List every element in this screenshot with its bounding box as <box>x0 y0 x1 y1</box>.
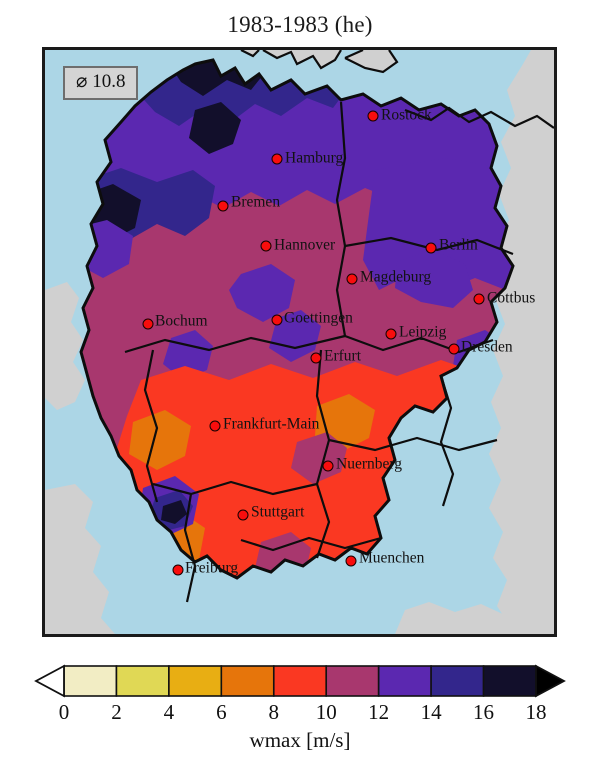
city-marker-goettingen <box>271 314 283 326</box>
colorbar-band-16-18 <box>482 665 537 697</box>
page-title: 1983-1983 (he) <box>227 12 373 37</box>
city-marker-bochum <box>142 318 154 330</box>
city-marker-nuernberg <box>322 460 334 472</box>
colorbar-tick-12: 12 <box>368 700 390 724</box>
colorbar-tick-4: 4 <box>163 700 175 724</box>
colorbar-band-4-6 <box>168 665 223 697</box>
city-label-bochum: Bochum <box>155 312 208 330</box>
neighbouring-land <box>45 50 554 634</box>
colorbar-tick-6: 6 <box>216 700 227 724</box>
city-label-erfurt: Erfurt <box>324 347 362 365</box>
colorbar-tick-14: 14 <box>420 700 442 724</box>
colorbar-band-8-10 <box>272 665 328 697</box>
colorbar-band-10-12 <box>325 665 380 697</box>
colorbar-under-arrow <box>34 664 65 698</box>
city-label-berlin: Berlin <box>439 236 478 254</box>
mean-value-badge: ⌀ 10.8 <box>63 66 139 100</box>
city-marker-rostock <box>367 110 379 122</box>
colorbar: 0 2 4 6 8 10 12 14 16 18 wmax [m/s] <box>0 662 600 780</box>
colorbar-axis-label: wmax [m/s] <box>249 728 351 752</box>
city-label-leipzig: Leipzig <box>399 323 447 341</box>
colorbar-band-12-14 <box>377 665 432 697</box>
colorbar-over-arrow <box>535 664 566 698</box>
map-panel: ⌀ 10.8 Rostock Hamburg Bremen Hannover Berli… <box>42 47 557 637</box>
city-label-nuernberg: Nuernberg <box>336 455 402 473</box>
city-marker-erfurt <box>310 352 322 364</box>
city-label-rostock: Rostock <box>381 106 432 124</box>
colorbar-swatches <box>34 664 566 698</box>
city-label-muenchen: Muenchen <box>359 549 425 567</box>
city-label-magdeburg: Magdeburg <box>360 268 432 286</box>
city-marker-freiburg <box>172 564 184 576</box>
city-marker-frankfurt-main <box>209 420 221 432</box>
city-label-hannover: Hannover <box>274 236 336 254</box>
colorbar-band-0-2 <box>63 665 118 697</box>
city-label-goettingen: Goettingen <box>284 309 353 327</box>
city-label-stuttgart: Stuttgart <box>251 503 305 521</box>
colorbar-tick-18: 18 <box>525 700 547 724</box>
city-marker-bremen <box>217 200 229 212</box>
city-marker-leipzig <box>385 328 397 340</box>
border-lines <box>79 50 554 603</box>
map-contour-svg <box>45 50 554 634</box>
colorbar-band-6-8 <box>220 665 275 697</box>
colorbar-tick-labels: 0 2 4 6 8 10 12 14 16 18 <box>0 700 600 728</box>
city-label-hamburg: Hamburg <box>285 149 344 167</box>
city-label-frankfurt-main: Frankfurt-Main <box>223 415 320 433</box>
city-marker-magdeburg <box>346 273 358 285</box>
city-label-cottbus: Cottbus <box>487 289 536 307</box>
city-marker-hannover <box>260 240 272 252</box>
city-label-dresden: Dresden <box>461 338 513 356</box>
colorbar-tick-0: 0 <box>58 700 70 724</box>
colorbar-band-2-4 <box>115 665 170 697</box>
city-marker-berlin <box>425 242 437 254</box>
colorbar-tick-10: 10 <box>315 700 337 724</box>
colorbar-tick-2: 2 <box>111 700 122 724</box>
colorbar-band-14-16 <box>430 665 485 697</box>
city-marker-cottbus <box>473 293 485 305</box>
city-label-freiburg: Freiburg <box>185 559 239 577</box>
colorbar-tick-8: 8 <box>268 700 280 724</box>
city-marker-dresden <box>448 343 460 355</box>
city-marker-hamburg <box>271 153 283 165</box>
city-marker-muenchen <box>345 555 357 567</box>
city-label-bremen: Bremen <box>231 193 281 211</box>
city-marker-stuttgart <box>237 509 249 521</box>
colorbar-tick-16: 16 <box>473 700 495 724</box>
